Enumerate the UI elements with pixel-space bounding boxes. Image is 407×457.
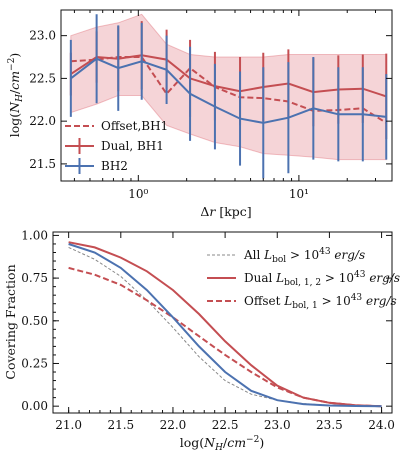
legend-bh2-label: BH2: [101, 159, 128, 173]
x-tick-label: 22.0: [160, 418, 187, 432]
y-tick-label: 21.5: [29, 157, 56, 171]
x-tick-label: 10⁰: [128, 187, 148, 201]
y-tick-label: 0.75: [21, 271, 48, 285]
x-tick-label: 22.5: [212, 418, 239, 432]
x-tick-label: 23.0: [264, 418, 291, 432]
y-tick-label: 0.50: [21, 314, 48, 328]
y-tick-label: 22.5: [29, 71, 56, 85]
offset-l-bol-1-10-43-erg-s-line: [68, 266, 382, 408]
y-tick-label: 1.00: [21, 228, 48, 242]
top-plot-frame: [60, 9, 393, 182]
blue-line: [68, 243, 382, 408]
x-tick-label: 23.5: [316, 418, 343, 432]
legend-all-label: All Lbol > 1043 erg/s: [243, 247, 365, 265]
x-tick-label: 21.5: [107, 418, 134, 432]
bottom-ticks: 21.0 21.5 22.0 22.5 23.0 23.5 24.0 0.00 0.25 0.50…: [21, 228, 395, 432]
bottom-panel: 21.0 21.5 22.0 22.5 23.0 23.5 24.0 0.00 0.25 0.50…: [3, 228, 400, 453]
y-tick-label: 22.0: [29, 114, 56, 128]
bottom-plot-frame: [52, 231, 393, 414]
legend-offset-bh1-label: Offset,BH1: [101, 119, 168, 133]
x-tick-label: 10¹: [289, 187, 309, 201]
top-legend: Offset,BH1 Dual, BH1 BH2: [65, 119, 168, 174]
x-tick-label: 21.0: [55, 418, 82, 432]
top-ylabel: log(NH/cm−2): [7, 53, 25, 137]
bottom-legend: All Lbol > 1043 erg/s Dual Lbol, 1, 2 > …: [207, 247, 400, 311]
bottom-ylabel: Covering Fraction: [3, 264, 18, 379]
dual-l-bol-1-2-10-43-erg-s-line: [68, 241, 382, 408]
y-tick-label: 0.25: [21, 356, 48, 370]
top-ticks: 10⁰ 10¹ 21.5 22.0 22.5 23.0: [29, 10, 392, 201]
x-tick-label: 24.0: [368, 418, 395, 432]
legend-dual-label: Dual Lbol, 1, 2 > 1043 erg/s: [244, 270, 400, 288]
y-tick-label: 23.0: [29, 29, 56, 43]
bottom-xlabel: log(NH/cm−2): [180, 435, 264, 453]
legend-dual-bh1-label: Dual, BH1: [101, 139, 164, 153]
top-panel: 10⁰ 10¹ 21.5 22.0 22.5 23.0 Offset,BH1 Dual, …: [7, 9, 393, 219]
top-series-group: [69, 14, 388, 179]
top-xlabel: Δr [kpc]: [200, 204, 251, 219]
dual-bh1-line: [70, 54, 387, 98]
bottom-series-group: [68, 241, 382, 408]
legend-offset-label: Offset Lbol, 1 > 1043 erg/s: [244, 293, 397, 311]
bh2-line: [70, 57, 387, 124]
y-tick-label: 0.00: [21, 399, 48, 413]
